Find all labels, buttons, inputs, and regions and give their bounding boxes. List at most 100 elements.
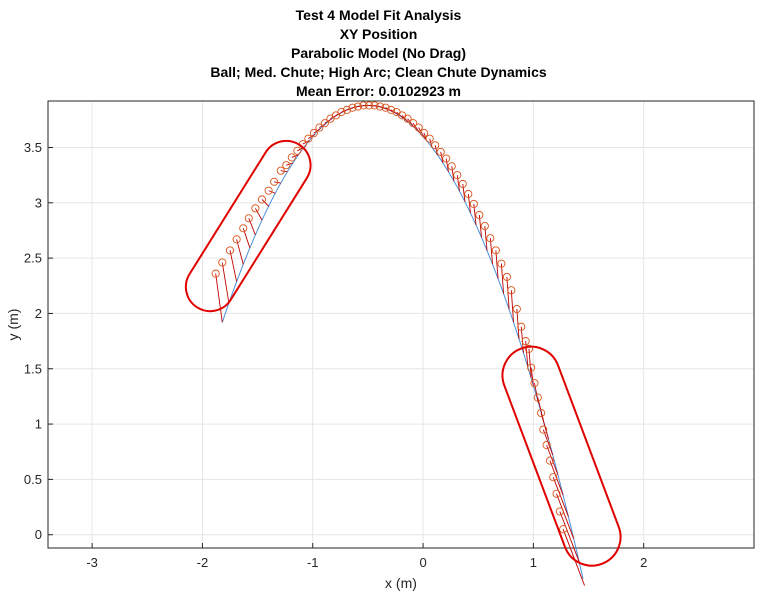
measured-point xyxy=(521,337,530,346)
error-vector xyxy=(530,367,534,386)
y-tick-label: 0 xyxy=(35,527,42,542)
highlight-capsule xyxy=(501,345,622,567)
error-vector xyxy=(248,218,256,236)
error-vector xyxy=(407,118,415,128)
measured-point xyxy=(304,134,313,143)
measured-point xyxy=(517,322,526,331)
measured-point xyxy=(458,179,467,189)
chart-title: Test 4 Model Fit Analysis XY Position Pa… xyxy=(0,6,757,101)
measured-point xyxy=(251,204,260,213)
measured-point xyxy=(276,166,285,175)
measured-point xyxy=(524,344,534,353)
measured-point xyxy=(409,119,418,128)
error-vector xyxy=(451,166,455,182)
measured-point xyxy=(447,162,456,171)
measured-point xyxy=(555,507,564,516)
measured-point xyxy=(364,101,374,110)
error-vector xyxy=(242,228,251,249)
title-line-5: Mean Error: 0.0102923 m xyxy=(296,83,461,99)
highlight-regions xyxy=(184,139,622,567)
measured-point xyxy=(211,269,220,278)
measured-point xyxy=(431,141,440,150)
title-line-2: XY Position xyxy=(339,26,418,42)
measured-point xyxy=(527,363,536,372)
x-tick-label: -2 xyxy=(197,555,209,570)
error-vector xyxy=(215,273,223,323)
error-vector xyxy=(440,151,444,164)
error-vector xyxy=(516,308,520,340)
measured-point xyxy=(370,101,379,110)
measured-point xyxy=(257,195,267,204)
error-vector xyxy=(528,348,532,379)
measured-point xyxy=(315,123,324,132)
measured-point xyxy=(414,123,423,132)
x-axis-label: x (m) xyxy=(385,575,417,591)
measured-point xyxy=(293,146,302,155)
measured-point xyxy=(403,114,412,123)
x-tick-label: -3 xyxy=(86,555,98,570)
measured-point xyxy=(559,525,568,534)
measured-point xyxy=(218,258,227,267)
error-vector xyxy=(489,238,494,265)
measured-point xyxy=(420,129,429,138)
error-vector xyxy=(221,262,230,304)
error-vector xyxy=(484,225,488,251)
title-line-1: Test 4 Model Fit Analysis xyxy=(295,7,462,23)
error-vector xyxy=(542,429,554,456)
error-vector xyxy=(506,276,510,310)
measured-point xyxy=(491,246,500,255)
measured-point xyxy=(464,189,473,198)
measured-point xyxy=(381,103,390,112)
x-tick-label: -1 xyxy=(307,555,319,570)
measured-point xyxy=(545,456,554,465)
measured-point xyxy=(232,235,241,244)
error-vector xyxy=(445,158,449,172)
error-vector xyxy=(254,208,263,221)
axes-box xyxy=(47,100,755,549)
measured-point xyxy=(512,304,521,314)
measured-point xyxy=(549,473,558,482)
measured-point xyxy=(270,177,279,186)
error-vector xyxy=(510,290,514,323)
error-vector xyxy=(401,115,410,123)
error-vector xyxy=(261,199,269,207)
y-axis-label: y (m) xyxy=(5,309,21,341)
measured-point xyxy=(320,119,329,128)
error-vector xyxy=(562,529,585,586)
measured-point xyxy=(387,105,396,114)
measured-point xyxy=(537,408,546,418)
measured-point xyxy=(282,161,291,170)
tick-labels: -3 -2 -1 0 1 2 0 0.5 1 1.5 2 2.5 3 3.5 xyxy=(24,140,647,570)
error-vector xyxy=(552,477,569,517)
measured-point xyxy=(359,101,368,110)
x-tick-label: 0 xyxy=(419,555,426,570)
measured-point xyxy=(342,105,351,114)
y-tick-label: 3 xyxy=(35,195,42,210)
measured-point xyxy=(436,147,445,156)
error-vector xyxy=(559,511,580,562)
y-tick-label: 2 xyxy=(35,306,42,321)
y-tick-label: 0.5 xyxy=(24,472,42,487)
measured-point xyxy=(530,379,539,388)
measured-point xyxy=(353,102,363,111)
measured-point xyxy=(480,221,489,231)
measured-point xyxy=(533,393,542,402)
x-tick-label: 2 xyxy=(640,555,647,570)
y-tick-label: 1.5 xyxy=(24,361,42,376)
measured-point xyxy=(337,108,346,117)
error-vector xyxy=(556,493,575,539)
measured-point xyxy=(486,234,495,243)
measured-point xyxy=(287,153,296,162)
measured-point xyxy=(469,199,478,208)
error-vector xyxy=(418,127,426,140)
measured-points xyxy=(211,101,568,534)
measured-point xyxy=(475,210,484,220)
error-vector xyxy=(462,183,466,202)
highlight-capsule xyxy=(184,139,312,313)
measured-point xyxy=(552,489,561,498)
error-vector xyxy=(229,250,238,282)
measured-point xyxy=(507,286,516,295)
y-tick-label: 1 xyxy=(35,417,42,432)
title-line-3: Parabolic Model (No Drag) xyxy=(290,45,467,61)
